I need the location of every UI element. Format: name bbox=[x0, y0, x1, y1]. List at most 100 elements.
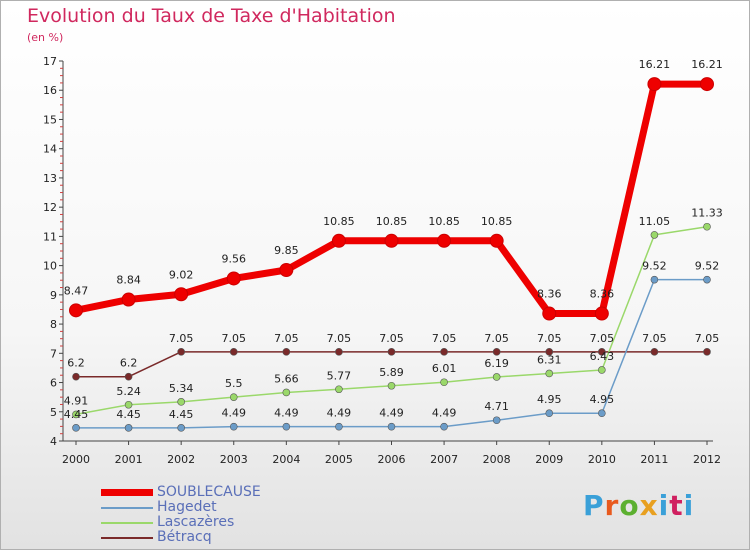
y-tick-label: 17 bbox=[43, 55, 57, 68]
legend-label: Lascazères bbox=[157, 514, 235, 530]
data-point bbox=[440, 378, 448, 387]
legend-item: Bétracq bbox=[101, 529, 361, 545]
legend-swatch bbox=[101, 507, 153, 509]
x-tick-label: 2010 bbox=[588, 453, 616, 466]
y-tick-label: 14 bbox=[43, 143, 57, 156]
data-label: 4.91 bbox=[64, 394, 89, 407]
data-label: 6.2 bbox=[120, 357, 138, 370]
legend-swatch bbox=[101, 537, 153, 539]
data-point bbox=[545, 409, 554, 418]
data-point bbox=[282, 388, 291, 397]
data-labels: 6.2 6.2 7.05 7.05 7.05 7.05 7.05 7.05 7.05 7.05 7.… bbox=[64, 58, 723, 421]
data-point bbox=[594, 306, 609, 321]
axes: 4 5 6 7 8 9 10 11 12 13 14 15 16 17 2000 2001 2002 2003 20… bbox=[43, 55, 721, 466]
x-tick-label: 2006 bbox=[378, 453, 406, 466]
y-tick-label: 8 bbox=[50, 318, 57, 331]
logo-letter: t bbox=[669, 489, 684, 522]
data-label: 5.5 bbox=[225, 377, 243, 390]
data-point bbox=[492, 373, 501, 381]
data-point bbox=[177, 424, 185, 432]
x-tick-label: 2000 bbox=[62, 453, 90, 466]
data-label: 5.34 bbox=[169, 382, 194, 395]
data-point bbox=[387, 348, 396, 356]
data-point bbox=[492, 348, 501, 356]
x-tick-label: 2008 bbox=[483, 453, 511, 466]
data-point bbox=[229, 393, 238, 401]
data-label: 4.45 bbox=[64, 408, 89, 421]
data-point bbox=[492, 416, 501, 425]
data-point bbox=[650, 348, 659, 356]
x-tick-label: 2007 bbox=[430, 453, 458, 466]
data-point bbox=[489, 233, 504, 248]
data-point bbox=[229, 422, 238, 431]
data-label: 7.05 bbox=[327, 332, 352, 345]
data-point bbox=[124, 400, 133, 409]
data-point bbox=[331, 233, 346, 248]
data-point bbox=[335, 348, 343, 356]
data-point bbox=[72, 372, 80, 381]
x-tick-label: 2009 bbox=[535, 453, 563, 466]
data-point bbox=[703, 348, 711, 356]
data-point bbox=[72, 410, 80, 419]
data-label: 6.31 bbox=[537, 353, 562, 366]
y-tick-label: 9 bbox=[50, 289, 57, 302]
data-point bbox=[598, 348, 606, 356]
data-label: 4.45 bbox=[116, 408, 141, 421]
data-label: 7.05 bbox=[590, 332, 615, 345]
data-point bbox=[598, 409, 606, 418]
data-point bbox=[703, 222, 711, 231]
y-tick-label: 13 bbox=[43, 172, 57, 185]
data-label: 10.85 bbox=[376, 215, 408, 228]
legend-swatch bbox=[101, 522, 153, 524]
data-point bbox=[282, 422, 291, 431]
legend-label: Hagedet bbox=[157, 499, 217, 515]
data-label: 7.05 bbox=[432, 332, 457, 345]
data-label: 4.49 bbox=[327, 407, 352, 420]
data-label: 6.43 bbox=[590, 350, 615, 363]
data-point bbox=[545, 369, 554, 378]
data-point bbox=[703, 275, 711, 284]
data-point bbox=[121, 292, 136, 307]
data-point bbox=[72, 424, 80, 432]
data-point bbox=[282, 348, 291, 356]
logo-letter: x bbox=[639, 489, 659, 522]
x-tick-label: 2005 bbox=[325, 453, 353, 466]
data-label: 4.49 bbox=[274, 407, 299, 420]
data-label: 10.85 bbox=[481, 215, 513, 228]
proxiti-logo: Proxiti bbox=[583, 489, 694, 522]
data-label: 9.85 bbox=[274, 244, 299, 257]
data-label: 16.21 bbox=[639, 58, 671, 71]
data-point bbox=[384, 233, 399, 248]
data-point bbox=[647, 77, 662, 92]
logo-letter: r bbox=[604, 489, 620, 522]
data-label: 8.47 bbox=[64, 284, 89, 297]
logo-letter: P bbox=[583, 489, 605, 522]
logo-letter: i bbox=[658, 489, 670, 522]
data-label: 7.05 bbox=[379, 332, 404, 345]
data-point bbox=[177, 398, 185, 406]
y-tick-label: 12 bbox=[43, 201, 57, 214]
data-label: 7.05 bbox=[169, 332, 194, 345]
data-point bbox=[387, 381, 396, 390]
logo-letter: i bbox=[683, 489, 695, 522]
data-label: 4.45 bbox=[169, 408, 194, 421]
legend-item: Hagedet bbox=[101, 499, 361, 515]
data-label: 7.05 bbox=[537, 332, 562, 345]
data-point bbox=[545, 348, 554, 356]
data-point bbox=[229, 348, 238, 356]
data-label: 9.52 bbox=[642, 260, 667, 273]
data-point bbox=[279, 263, 294, 277]
data-label: 6.2 bbox=[67, 357, 85, 370]
data-point bbox=[226, 271, 241, 286]
data-label: 7.05 bbox=[484, 332, 509, 345]
data-point bbox=[124, 372, 133, 381]
data-label: 8.36 bbox=[537, 288, 562, 301]
data-point bbox=[598, 366, 606, 374]
y-tick-label: 4 bbox=[50, 435, 57, 448]
data-label: 11.05 bbox=[639, 215, 671, 228]
y-tick-label: 7 bbox=[50, 347, 57, 360]
chart-subtitle: (en %) bbox=[27, 31, 64, 44]
data-point bbox=[387, 422, 396, 431]
